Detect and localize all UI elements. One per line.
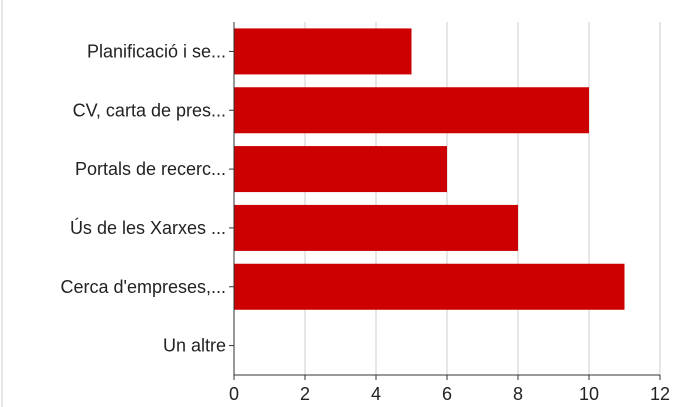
gridlines (304, 22, 661, 375)
category-label-1: CV, carta de pres... (73, 100, 226, 120)
x-tick-label-6: 12 (650, 384, 670, 404)
bar-2 (234, 146, 447, 193)
category-labels: Planificació i se... CV, carta de pres...… (61, 41, 234, 356)
x-tick-label-2: 4 (371, 384, 381, 404)
category-label-3: Ús de les Xarxes ... (70, 217, 226, 238)
bar-4 (234, 263, 625, 310)
x-tick-label-4: 8 (513, 384, 523, 404)
x-tick-label-3: 6 (442, 384, 452, 404)
category-label-2: Portals de recerc... (75, 159, 226, 179)
category-label-0: Planificació i se... (87, 41, 226, 61)
category-label-4: Cerca d'empreses,... (61, 277, 227, 297)
x-tick-label-1: 2 (300, 384, 310, 404)
x-tick-label-5: 10 (579, 384, 599, 404)
x-tick-label-0: 0 (229, 384, 239, 404)
bar-1 (234, 87, 589, 134)
x-tick-labels: 0 2 4 6 8 10 12 (229, 375, 670, 404)
category-label-5: Un altre (163, 336, 226, 356)
bar-0 (234, 28, 412, 75)
bar-3 (234, 204, 518, 251)
bars (234, 28, 625, 310)
